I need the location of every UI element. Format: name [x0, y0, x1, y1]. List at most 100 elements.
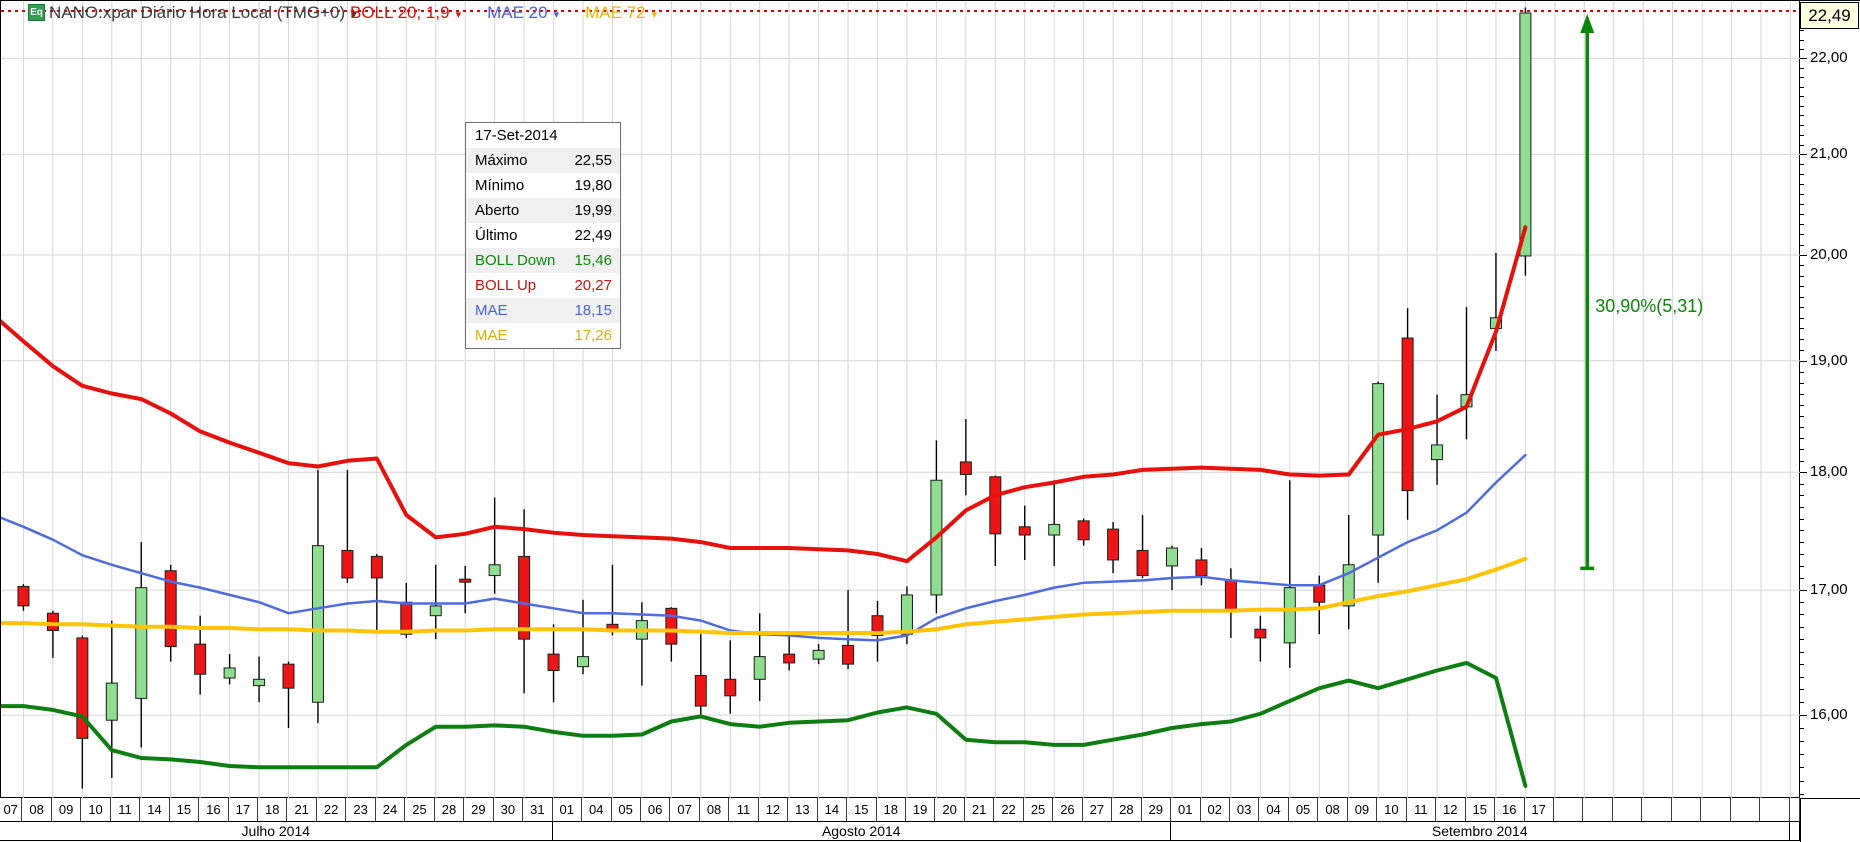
candle-body[interactable]	[429, 605, 442, 617]
tooltip-row-value: 18,15	[574, 302, 612, 319]
tooltip-date: 17-Set-2014	[475, 127, 558, 144]
legend-item-mae[interactable]: MAE 72 ▾	[585, 3, 657, 23]
price-minor-tick	[1800, 135, 1804, 136]
day-cell: 10	[81, 798, 111, 821]
candle-body[interactable]	[311, 545, 324, 703]
candle-body[interactable]	[194, 643, 207, 675]
candlestick-chart[interactable]	[1, 1, 1801, 798]
price-minor-tick	[1800, 627, 1804, 628]
candle-body[interactable]	[76, 637, 89, 739]
candle-body[interactable]	[1254, 628, 1267, 639]
candle-body[interactable]	[105, 682, 118, 721]
day-cell: 07	[670, 798, 700, 821]
price-minor-tick	[1800, 297, 1804, 298]
chevron-down-icon[interactable]: ▾	[455, 9, 462, 21]
candle-body[interactable]	[1166, 547, 1178, 567]
day-cell	[1760, 798, 1790, 821]
chevron-down-icon[interactable]: ▾	[553, 9, 560, 21]
tooltip-row: Último 22,49	[466, 223, 620, 248]
day-cell: 25	[405, 798, 435, 821]
day-cell: 03	[1230, 798, 1260, 821]
price-minor-tick	[1800, 204, 1804, 205]
candle-body[interactable]	[753, 656, 766, 680]
candle-body[interactable]	[488, 564, 501, 577]
tooltip-row: MAE 18,15	[466, 298, 620, 323]
legend-item-mae[interactable]: MAE 20 ▾	[487, 3, 559, 23]
chevron-down-icon[interactable]: ▾	[351, 9, 357, 21]
candle-body[interactable]	[253, 678, 266, 687]
candle-body[interactable]	[783, 653, 796, 664]
price-minor-tick	[1800, 689, 1804, 690]
day-cell: 13	[788, 798, 818, 821]
candle-body[interactable]	[164, 570, 177, 648]
candle-body[interactable]	[724, 678, 737, 697]
candle-body[interactable]	[871, 615, 884, 636]
day-cell: 22	[317, 798, 347, 821]
candle-body[interactable]	[989, 476, 1002, 535]
price-minor-tick	[1800, 754, 1804, 755]
candle-body[interactable]	[518, 555, 531, 640]
price-minor-tick	[1800, 507, 1804, 508]
candle-body[interactable]	[1107, 528, 1120, 561]
candle-body[interactable]	[223, 667, 236, 679]
trend-arrow-head[interactable]	[1580, 14, 1595, 33]
candle-body[interactable]	[1136, 549, 1149, 577]
candle-body[interactable]	[341, 549, 354, 579]
price-minor-tick	[1800, 728, 1804, 729]
candle-body[interactable]	[665, 607, 678, 645]
legend-item-label: MAE 72	[585, 3, 646, 22]
candle-body[interactable]	[46, 612, 59, 631]
price-axis[interactable]: 22,00 21,00 20,00 19,00 18,00 17,00 16,00	[1800, 1, 1860, 798]
candle-body[interactable]	[959, 461, 972, 475]
candle-body[interactable]	[812, 649, 825, 660]
price-minor-tick	[1800, 184, 1804, 185]
symbol-title[interactable]: NANO:xpar Diário Hora Local (TMG+0) ▾	[49, 3, 357, 23]
candle-body[interactable]	[370, 555, 383, 579]
candle-body[interactable]	[135, 587, 148, 699]
price-major-tick	[1800, 472, 1807, 473]
candle-body[interactable]	[1283, 587, 1296, 644]
candle-body[interactable]	[1195, 559, 1208, 577]
candle-body[interactable]	[1048, 523, 1061, 536]
candle-body[interactable]	[1372, 383, 1385, 536]
tooltip-row-label: Máximo	[475, 152, 528, 169]
candle-body[interactable]	[1313, 584, 1326, 603]
candle-body[interactable]	[459, 578, 472, 583]
candle-body[interactable]	[1018, 526, 1031, 536]
candle-body[interactable]	[400, 601, 413, 635]
candle-body[interactable]	[282, 663, 295, 689]
price-minor-tick	[1800, 405, 1804, 406]
candle-body[interactable]	[1431, 444, 1444, 461]
candle-body[interactable]	[547, 653, 560, 671]
candle-body[interactable]	[1224, 579, 1237, 612]
percent-change-annotation[interactable]: 30,90%(5,31)	[1595, 296, 1704, 316]
day-cell: 18	[258, 798, 288, 821]
legend-item-boll[interactable]: BOLL 20; 1,9 ▾	[350, 3, 461, 23]
candle-body[interactable]	[1077, 520, 1090, 541]
day-cell: 04	[1259, 798, 1289, 821]
date-axis[interactable]: 07 08 09 10 11 14 15 16 17 18 21 22 23 24 25 28 29 30 31 01…	[0, 798, 1800, 842]
price-minor-tick	[1800, 339, 1804, 340]
candle-body[interactable]	[1401, 337, 1414, 492]
candle-body[interactable]	[900, 594, 913, 635]
candle-body[interactable]	[1342, 564, 1355, 607]
day-cell: 05	[611, 798, 641, 821]
candle-body[interactable]	[1519, 12, 1532, 257]
day-cell	[1790, 798, 1800, 821]
indicator-line-boll-up	[1, 225, 1528, 564]
candle-body[interactable]	[694, 675, 707, 707]
plot-area[interactable]	[0, 1, 1801, 798]
tooltip-row: BOLL Up 20,27	[466, 273, 620, 298]
candle-body[interactable]	[577, 656, 589, 668]
price-minor-tick	[1800, 484, 1804, 485]
candle-body[interactable]	[842, 644, 855, 665]
tooltip-row-value: 19,99	[574, 202, 612, 219]
day-cell: 09	[52, 798, 82, 821]
day-cell: 12	[759, 798, 789, 821]
candle-body[interactable]	[17, 585, 30, 607]
day-cell: 19	[906, 798, 936, 821]
day-cell	[1583, 798, 1613, 821]
price-minor-tick	[1800, 318, 1804, 319]
day-cell: 29	[1142, 798, 1171, 821]
chevron-down-icon[interactable]: ▾	[651, 9, 658, 21]
